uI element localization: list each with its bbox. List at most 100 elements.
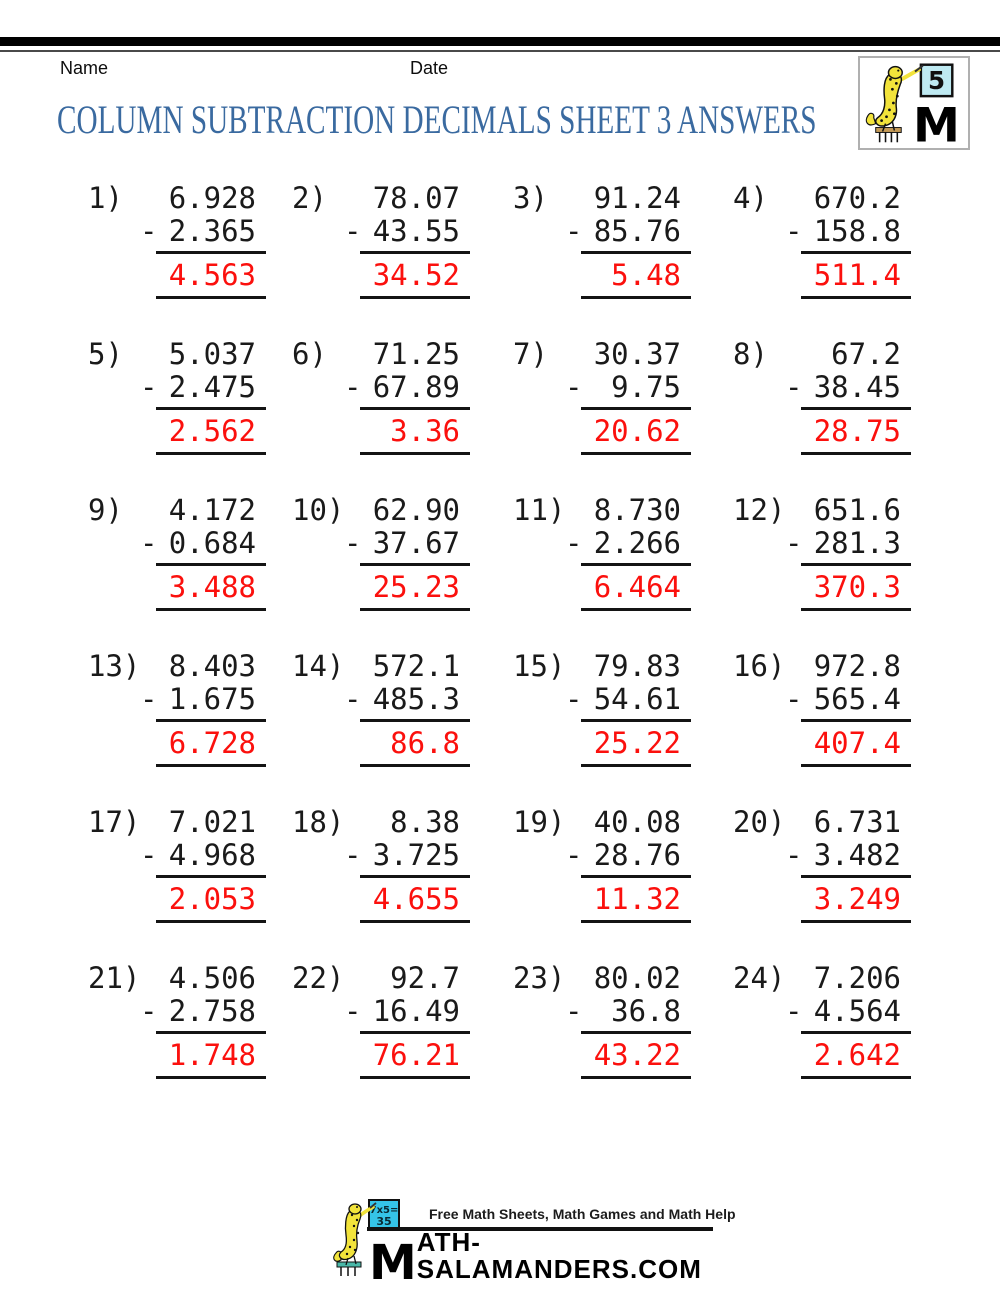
- minuend: 4.172: [168, 493, 256, 527]
- subtrahend-row: - 38.45: [785, 371, 911, 410]
- problem-column: 92.7 - 16.49 76.21: [344, 962, 470, 1079]
- subtrahend: 2.365: [168, 214, 256, 248]
- minuend: 8.403: [168, 649, 256, 683]
- answer: 407.4: [801, 727, 911, 767]
- answer: 34.52: [360, 259, 470, 299]
- minuend: 71.25: [372, 337, 460, 371]
- subtrahend-row: - 67.89: [344, 371, 470, 410]
- answer: 5.48: [581, 259, 691, 299]
- minus-sign: -: [785, 526, 803, 560]
- salamander-icon: [333, 1202, 377, 1266]
- answer: 3.249: [801, 883, 911, 923]
- problem-label: 21): [88, 961, 141, 995]
- problem-column: 80.02 - 36.8 43.22: [565, 962, 691, 1079]
- minus-sign: -: [140, 994, 158, 1028]
- site-name: M ATH-SALAMANDERS.COM: [369, 1228, 711, 1287]
- problem-label: 14): [292, 649, 345, 683]
- problem-label: 1): [88, 181, 123, 215]
- minuend: 79.83: [593, 649, 681, 683]
- minus-sign: -: [344, 214, 362, 248]
- subtrahend: 16.49: [372, 994, 460, 1028]
- minus-sign: -: [140, 370, 158, 404]
- subtrahend: 37.67: [372, 526, 460, 560]
- subtrahend: 4.968: [168, 838, 256, 872]
- subtrahend: 36.8: [611, 994, 681, 1028]
- problem-column: 4.506 - 2.758 1.748: [140, 962, 266, 1079]
- problem: 16) 972.8 - 565.4 407.4: [733, 650, 911, 767]
- problem-column: 4.172 - 0.684 3.488: [140, 493, 266, 611]
- problem: 12) 651.6 - 281.3 370.3: [733, 494, 911, 611]
- subtrahend-row: - 16.49: [344, 994, 470, 1034]
- subtrahend: 43.55: [372, 214, 460, 248]
- answer: 4.563: [156, 259, 266, 299]
- subtrahend: 3.725: [372, 838, 460, 872]
- problem-column: 30.37 - 9.75 20.62: [565, 338, 691, 455]
- answer: 2.642: [801, 1039, 911, 1079]
- problem: 19) 40.08 - 28.76 11.32: [513, 806, 733, 923]
- minuend: 6.928: [168, 181, 256, 215]
- problem-column: 5.037 - 2.475 2.562: [140, 338, 266, 455]
- problem: 15) 79.83 - 54.61 25.22: [513, 650, 733, 767]
- subtrahend-row: - 2.475: [140, 371, 266, 410]
- problem: 11) 8.730 - 2.266 6.464: [513, 494, 733, 611]
- minus-sign: -: [785, 838, 803, 872]
- problem-label: 16): [733, 649, 786, 683]
- answer: 4.655: [360, 883, 470, 923]
- answer: 20.62: [581, 415, 691, 455]
- subtrahend-row: - 4.564: [785, 995, 911, 1034]
- board-line1: 7x5=: [370, 1205, 399, 1216]
- subtrahend: 2.758: [168, 994, 256, 1028]
- problem-label: 6): [292, 337, 327, 371]
- problem-label: 10): [292, 493, 345, 527]
- problem-column: 7.021 - 4.968 2.053: [140, 805, 266, 923]
- problem-column: 91.24 - 85.76 5.48: [565, 182, 691, 299]
- minuend: 6.731: [813, 805, 901, 839]
- minus-sign: -: [785, 994, 803, 1028]
- answer: 3.36: [360, 415, 470, 455]
- footer-text-block: Free Math Sheets, Math Games and Math He…: [367, 1198, 736, 1287]
- name-label: Name: [60, 58, 109, 78]
- minuend: 670.2: [813, 181, 901, 215]
- subtrahend-row: - 43.55: [344, 214, 470, 254]
- subtrahend: 28.76: [593, 838, 681, 872]
- problem: 22) 92.7 - 16.49 76.21: [292, 962, 513, 1079]
- problem: 20) 6.731 - 3.482 3.249: [733, 806, 911, 923]
- problem: 21) 4.506 - 2.758 1.748: [88, 962, 292, 1079]
- problem-label: 8): [733, 337, 768, 371]
- problem-label: 24): [733, 961, 786, 995]
- problem-label: 18): [292, 805, 345, 839]
- subtrahend-row: - 281.3: [785, 527, 911, 566]
- problem-label: 15): [513, 649, 566, 683]
- answer: 25.22: [581, 727, 691, 767]
- minuend: 62.90: [372, 493, 460, 527]
- problem-column: 572.1 - 485.3 86.8: [344, 649, 470, 767]
- minuend: 572.1: [372, 649, 460, 683]
- subtrahend-row: - 9.75: [565, 370, 691, 410]
- problem-column: 8.403 - 1.675 6.728: [140, 649, 266, 767]
- subtrahend: 158.8: [813, 214, 901, 248]
- problem: 3) 91.24 - 85.76 5.48: [513, 182, 733, 299]
- answer: 28.75: [801, 415, 911, 455]
- footer-rule: [367, 1227, 713, 1231]
- minuend: 7.021: [168, 805, 256, 839]
- problem: 17) 7.021 - 4.968 2.053: [88, 806, 292, 923]
- subtrahend: 9.75: [611, 370, 681, 404]
- sheet-number-badge: M 5: [858, 56, 970, 150]
- subtrahend: 54.61: [593, 682, 681, 716]
- minuend: 7.206: [813, 961, 901, 995]
- problem-label: 17): [88, 805, 141, 839]
- subtrahend: 565.4: [813, 682, 901, 716]
- problem-label: 19): [513, 805, 566, 839]
- problem-column: 71.25 - 67.89 3.36: [344, 337, 470, 455]
- answer: 11.32: [581, 883, 691, 923]
- problem-column: 78.07 - 43.55 34.52: [344, 182, 470, 299]
- pencil-icon: [914, 64, 924, 73]
- badge-illustration: M 5: [865, 63, 960, 148]
- problem-label: 3): [513, 181, 548, 215]
- problem-label: 4): [733, 181, 768, 215]
- subtrahend-row: - 54.61: [565, 682, 691, 722]
- minus-sign: -: [785, 214, 803, 248]
- problem-column: 67.2 - 38.45 28.75: [785, 338, 911, 455]
- problem-column: 972.8 - 565.4 407.4: [785, 650, 911, 767]
- subtrahend-row: - 158.8: [785, 214, 911, 254]
